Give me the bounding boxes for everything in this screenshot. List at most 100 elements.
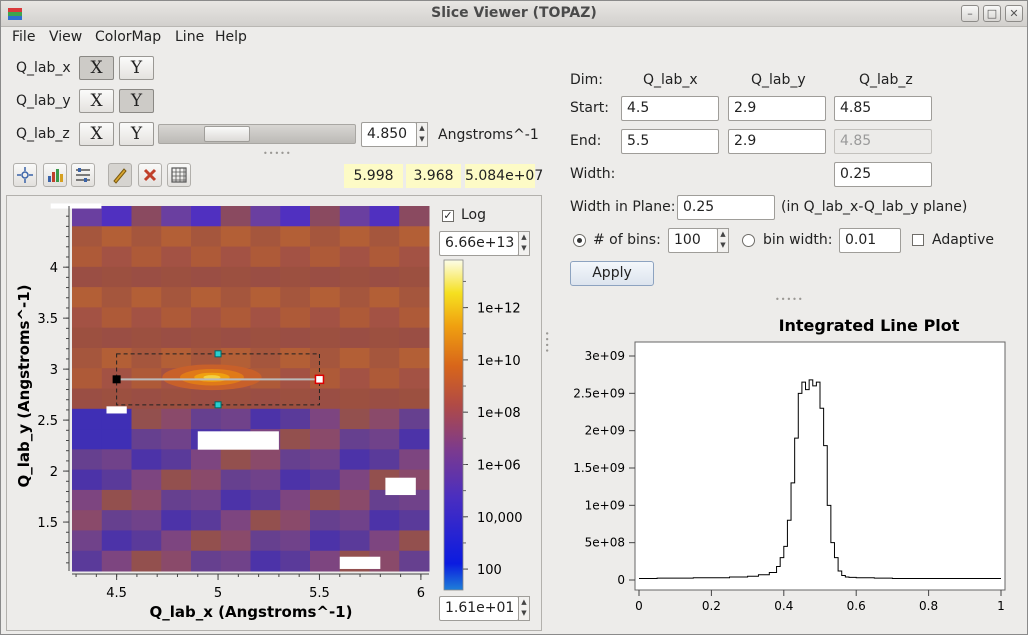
menu-view[interactable]: View bbox=[49, 29, 83, 45]
colorbar-min-spin[interactable]: ▲ ▼ bbox=[518, 596, 530, 621]
heatmap-cell bbox=[131, 510, 162, 531]
grid-button[interactable] bbox=[167, 163, 191, 187]
colorbar-max-spin[interactable]: ▲ ▼ bbox=[518, 231, 530, 256]
end-y-field[interactable]: 2.9 bbox=[728, 129, 826, 154]
heatmap-cell bbox=[161, 408, 192, 430]
heatmap-cell bbox=[220, 530, 251, 552]
heatmap-cell bbox=[101, 408, 132, 430]
colorbar-min-field[interactable]: 1.61e+01 bbox=[439, 596, 519, 621]
slice-x-axis-label: Q_lab_x (Angstroms^-1) bbox=[150, 603, 353, 621]
qz-y-button[interactable]: Y bbox=[119, 122, 154, 146]
x-tick-label: 6 bbox=[417, 586, 425, 601]
heatmap-cell bbox=[339, 408, 370, 430]
qz-x-button[interactable]: X bbox=[79, 122, 114, 146]
adaptive-checkbox[interactable] bbox=[912, 234, 924, 246]
close-button[interactable]: ✕ bbox=[1005, 5, 1023, 22]
line-plot-x-tick-label: 0.6 bbox=[847, 599, 866, 613]
heatmap-cell bbox=[101, 489, 132, 511]
menu-help[interactable]: Help bbox=[215, 29, 247, 45]
heatmap-cell bbox=[101, 307, 132, 329]
heatmap-cell bbox=[191, 449, 222, 471]
vertical-splitter-handle[interactable]: •••• bbox=[542, 331, 551, 354]
end-label: End: bbox=[570, 133, 602, 149]
heatmap-cell bbox=[369, 510, 400, 531]
heatmap-cell bbox=[72, 408, 103, 430]
bins-field[interactable]: 100 bbox=[668, 228, 718, 253]
line-overlay[interactable] bbox=[112, 350, 325, 409]
qz-slider-handle[interactable] bbox=[204, 126, 251, 142]
heatmap-cell bbox=[250, 449, 281, 471]
heatmap-cell bbox=[131, 307, 162, 329]
heatmap-cell bbox=[280, 449, 311, 471]
line-options-button[interactable] bbox=[71, 163, 95, 187]
heatmap-cell bbox=[220, 327, 251, 349]
qx-x-button[interactable]: X bbox=[79, 56, 114, 80]
integrated-line-plot[interactable]: Integrated Line Plot 0 0.2 0.4 0.6 0.8 1 0 5e+… bbox=[564, 311, 1014, 629]
x-axis-ticks: 4.5 5 5.5 6 bbox=[72, 573, 429, 601]
slice-plot[interactable]: 4.5 5 5.5 6 1.5 2 2.5 3 3.5 4 Q_lab_x (Angstroms… bbox=[7, 196, 435, 630]
heatmap-cell bbox=[310, 388, 341, 410]
rebin-button[interactable] bbox=[43, 163, 67, 187]
width-field[interactable]: 0.25 bbox=[834, 162, 932, 187]
start-y-field[interactable]: 2.9 bbox=[728, 96, 826, 121]
start-x-field[interactable]: 4.5 bbox=[621, 96, 719, 121]
line-plot-y-tick-label: 2e+09 bbox=[585, 424, 625, 438]
heatmap-cell bbox=[310, 327, 341, 349]
heatmap-cell bbox=[369, 287, 400, 308]
heatmap-cell bbox=[250, 408, 281, 430]
heatmap-cell bbox=[339, 530, 370, 552]
colorbar-max-field[interactable]: 6.66e+13 bbox=[439, 231, 519, 256]
x-tick-label: 5.5 bbox=[309, 586, 330, 601]
clear-line-button[interactable] bbox=[138, 163, 162, 187]
qy-y-button[interactable]: Y bbox=[119, 89, 154, 113]
width-in-plane-label: Width in Plane: bbox=[570, 199, 676, 215]
heatmap-cell bbox=[310, 510, 341, 531]
zoom-pan-button[interactable] bbox=[13, 163, 37, 187]
heatmap-cell bbox=[369, 246, 400, 268]
minimize-button[interactable]: – bbox=[961, 5, 979, 22]
apply-button[interactable]: Apply bbox=[570, 261, 654, 286]
draw-line-button[interactable] bbox=[108, 163, 132, 187]
menu-line[interactable]: Line bbox=[175, 29, 205, 45]
heatmap-cell bbox=[101, 347, 132, 369]
heatmap-cell bbox=[191, 550, 222, 572]
x-tick-label: 5 bbox=[214, 586, 222, 601]
heatmap-cell bbox=[161, 206, 192, 227]
heatmap-cell bbox=[131, 408, 162, 430]
right-splitter-handle[interactable]: ••••• bbox=[775, 295, 804, 304]
heatmap-cell bbox=[72, 469, 103, 491]
heatmap-cell bbox=[220, 206, 251, 227]
heatmap-cell bbox=[72, 287, 103, 308]
bin-width-radio[interactable] bbox=[742, 234, 755, 247]
heatmap-cell bbox=[339, 510, 370, 531]
heatmap-cell bbox=[310, 550, 341, 572]
rebin-icon bbox=[48, 169, 63, 182]
menu-colormap[interactable]: ColorMap bbox=[95, 29, 162, 45]
maximize-button[interactable]: □ bbox=[983, 5, 1001, 22]
heatmap-cell bbox=[161, 347, 192, 369]
log-checkbox[interactable]: ✓ bbox=[442, 210, 454, 222]
title-bar[interactable]: Slice Viewer (TOPAZ) – □ ✕ bbox=[1, 1, 1027, 27]
start-z-field[interactable]: 4.85 bbox=[834, 96, 932, 121]
heatmap-cell bbox=[161, 287, 192, 308]
heatmap-cell bbox=[250, 530, 281, 552]
bin-width-field[interactable]: 0.01 bbox=[839, 228, 901, 253]
heatmap-cell bbox=[72, 206, 103, 227]
app-icon bbox=[8, 8, 22, 20]
menu-file[interactable]: File bbox=[12, 29, 36, 45]
qy-x-button[interactable]: X bbox=[79, 89, 114, 113]
top-splitter-handle[interactable]: ••••• bbox=[263, 149, 292, 158]
qx-y-button[interactable]: Y bbox=[119, 56, 154, 80]
width-in-plane-field[interactable]: 0.25 bbox=[677, 195, 775, 220]
qz-slider[interactable] bbox=[158, 124, 356, 144]
empty-bin bbox=[106, 406, 127, 414]
qz-spin-arrows[interactable]: ▲ ▼ bbox=[416, 122, 428, 147]
heatmap-cell bbox=[399, 266, 430, 288]
bins-spin[interactable]: ▲ ▼ bbox=[717, 228, 729, 253]
line-plot-y-tick-label: 0 bbox=[617, 573, 625, 587]
end-x-field[interactable]: 5.5 bbox=[621, 129, 719, 154]
bins-radio[interactable] bbox=[573, 234, 586, 247]
heatmap-cell bbox=[399, 347, 430, 369]
qz-value-field[interactable]: 4.850 bbox=[361, 122, 417, 147]
line-plot-x-tick-label: 0.2 bbox=[702, 599, 721, 613]
